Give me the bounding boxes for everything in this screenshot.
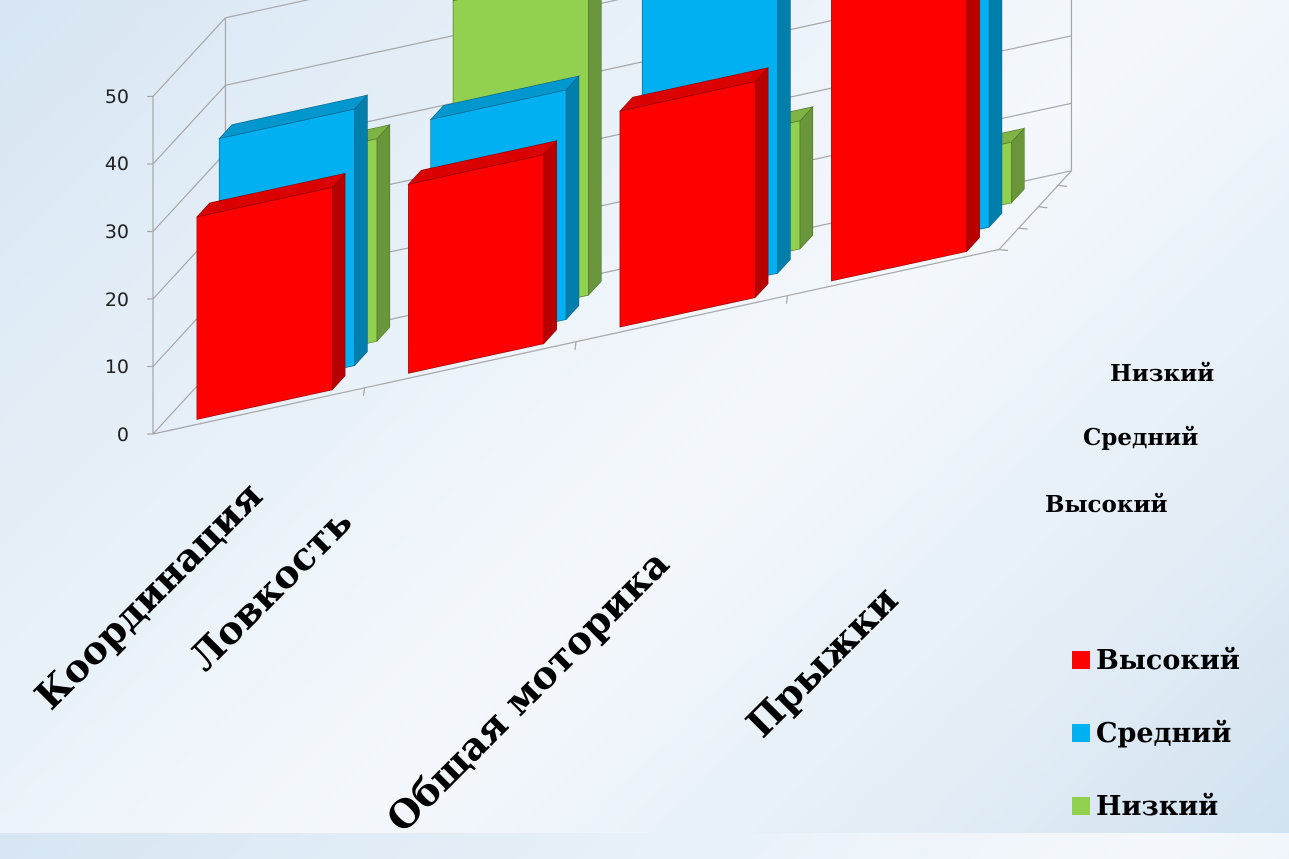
y-tick-label: 50	[104, 86, 129, 108]
legend-item-low: Низкий	[1072, 786, 1240, 826]
bar-chart-3d: 0 10 20 30 40 50 Низкий Средний Высокий …	[25, 0, 1240, 841]
legend: Высокий Средний Низкий	[1072, 640, 1240, 859]
y-tick-label: 20	[104, 289, 129, 311]
chart-plot-area	[147, 0, 1073, 435]
bar-high	[831, 0, 980, 282]
bar-face	[754, 66, 769, 299]
legend-swatch-high	[1072, 651, 1090, 669]
depth-label-mid: Средний	[1083, 424, 1199, 451]
bar-high	[407, 140, 558, 374]
bar-face	[799, 106, 814, 250]
y-tick-label: 10	[104, 356, 129, 378]
z-tick-mark	[998, 248, 1009, 252]
bar-face	[543, 140, 557, 345]
z-tick-mark	[1018, 227, 1028, 230]
x-tick-mark	[362, 387, 366, 396]
depth-label-high: Высокий	[1045, 491, 1168, 518]
bar-face	[777, 0, 791, 275]
z-tick-mark	[1057, 184, 1068, 187]
bar-face	[988, 0, 1003, 228]
legend-swatch-mid	[1072, 724, 1090, 742]
bar-face	[196, 187, 333, 420]
y-tick-label: 40	[104, 153, 129, 175]
legend-item-mid: Средний	[1072, 713, 1240, 753]
x-tick-mark	[785, 295, 789, 304]
y-tick-label: 30	[104, 221, 129, 243]
legend-swatch-low	[1072, 797, 1090, 815]
bar-face	[376, 124, 391, 343]
bar-face	[565, 75, 580, 321]
bar-face	[619, 81, 756, 328]
bar-high	[196, 172, 346, 420]
z-tick-mark	[1038, 206, 1048, 209]
bar-face	[408, 154, 545, 374]
bar-face	[966, 0, 980, 253]
legend-label-mid: Средний	[1096, 717, 1232, 749]
legend-item-high: Высокий	[1072, 640, 1240, 680]
bar-face	[831, 0, 968, 282]
x-tick-mark	[574, 341, 577, 350]
legend-label-high: Высокий	[1096, 644, 1240, 676]
depth-label-low: Низкий	[1110, 360, 1215, 387]
legend-label-low: Низкий	[1096, 790, 1219, 822]
bar-high	[619, 66, 769, 328]
y-tick-label: 0	[116, 424, 129, 446]
bar-face	[354, 94, 368, 367]
bar-face	[331, 172, 346, 391]
bar-face	[588, 0, 602, 296]
